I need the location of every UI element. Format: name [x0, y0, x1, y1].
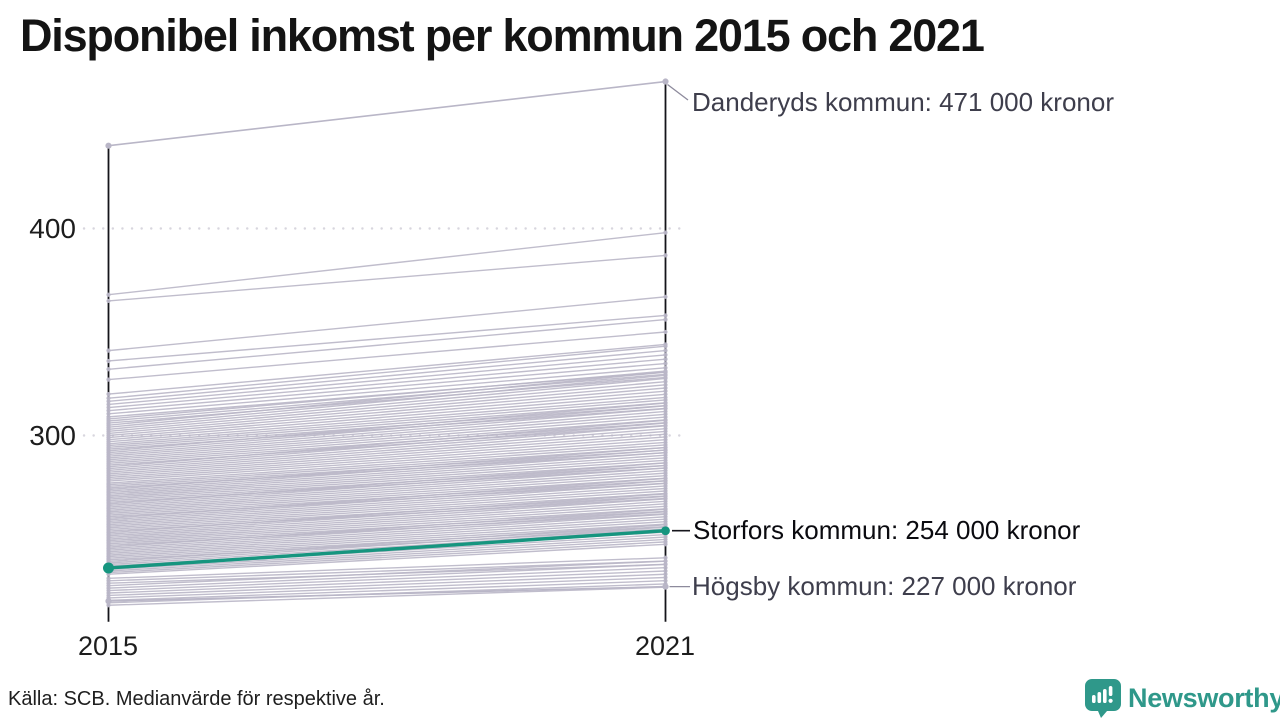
chart-title: Disponibel inkomst per kommun 2015 och 2… — [20, 10, 985, 61]
newsworthy-logo-text: Newsworthy — [1128, 682, 1280, 713]
x-axis-label-2015: 2015 — [77, 631, 139, 661]
annotation-danderyd: Danderyds kommun: 471 000 kronor — [692, 87, 1115, 117]
newsworthy-logo-icon — [1085, 679, 1121, 718]
y-tick-label-400: 400 — [29, 213, 76, 244]
newsworthy-logo: Newsworthy — [1084, 678, 1280, 718]
source-note: Källa: SCB. Medianvärde för respektive å… — [8, 688, 385, 710]
annotation-storfors: Storfors kommun: 254 000 kronor — [693, 515, 1081, 545]
x-axis-label-2021: 2021 — [634, 631, 696, 661]
y-tick-label-300: 300 — [29, 420, 76, 451]
annotation-hogsby: Högsby kommun: 227 000 kronor — [692, 571, 1077, 601]
